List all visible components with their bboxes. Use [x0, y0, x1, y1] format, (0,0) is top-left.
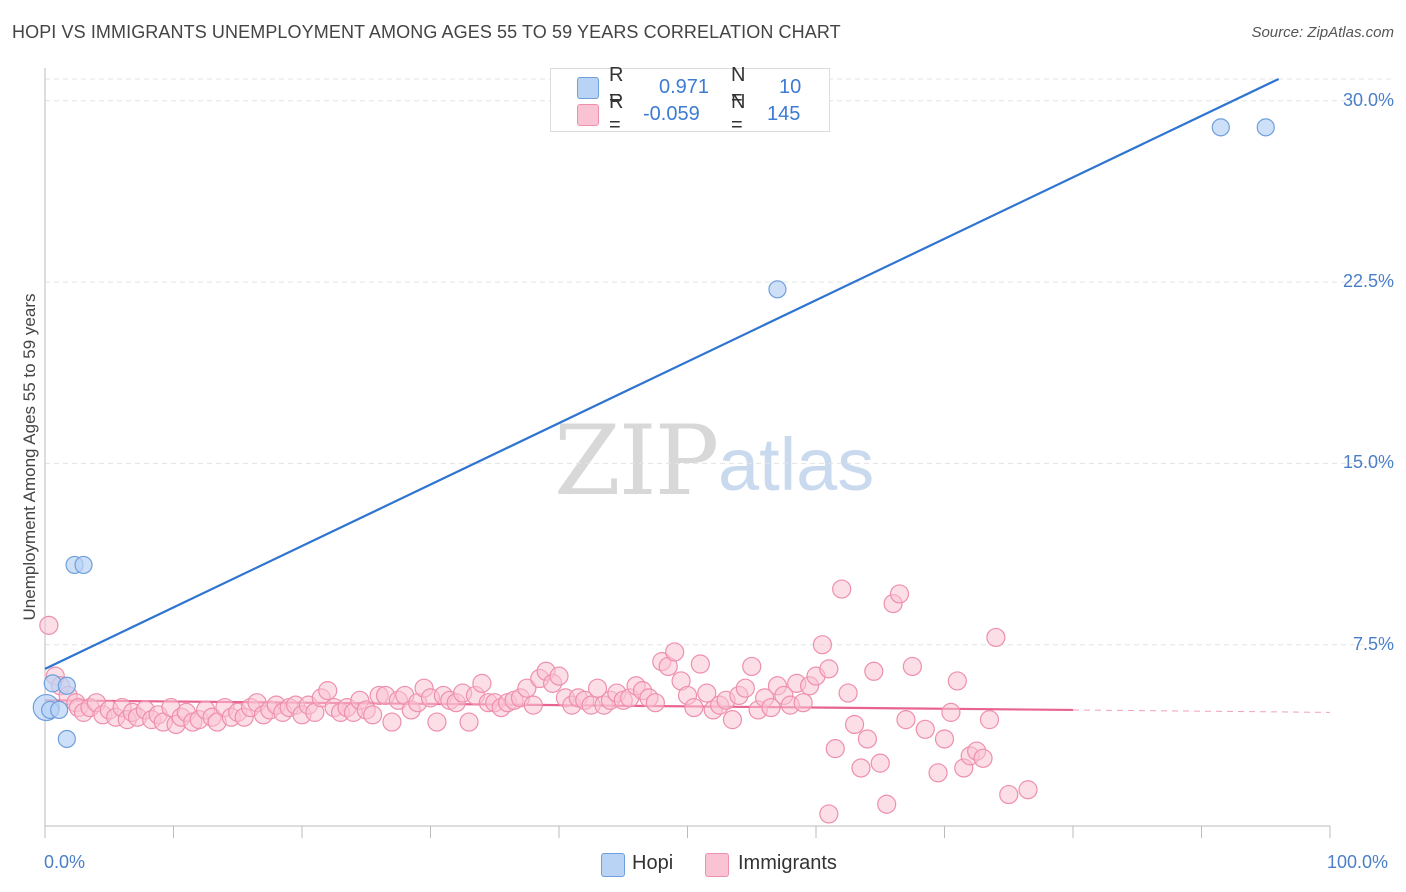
x-tick-label-min: 0.0%: [44, 852, 86, 872]
hopi-legend-swatch: [601, 853, 625, 877]
immigrants-trend-line: [44, 699, 1074, 712]
hopi-point: [74, 555, 93, 575]
hopi-point: [50, 700, 69, 720]
immigrants-point: [742, 656, 762, 677]
immigrants-point: [1018, 780, 1038, 800]
immigrants-point: [825, 739, 845, 759]
immigrants-point: [665, 642, 685, 662]
immigrants-point: [941, 702, 961, 722]
immigrants-point: [896, 710, 916, 730]
immigrants-points: [39, 579, 1038, 824]
immigrants-point: [819, 659, 839, 679]
y-tick-label: 7.5%: [1352, 633, 1394, 654]
immigrants-point: [722, 710, 743, 730]
immigrants-point: [844, 714, 865, 735]
x-tick-label-max: 100.0%: [1327, 852, 1389, 872]
y-tick-label: 30.0%: [1342, 89, 1394, 110]
watermark-atlas: atlas: [718, 423, 875, 506]
immigrants-point: [459, 712, 479, 732]
immigrants-point: [645, 693, 665, 713]
gridlines: [45, 78, 1392, 646]
chart-title: HOPI VS IMMIGRANTS UNEMPLOYMENT AMONG AG…: [12, 22, 841, 42]
immigrants-point: [851, 758, 871, 778]
immigrants-point: [735, 678, 755, 698]
immigrants-legend-label: Immigrants: [738, 852, 837, 874]
immigrants-point: [902, 656, 922, 677]
hopi-points: [32, 118, 1275, 749]
immigrants-point: [870, 753, 890, 773]
immigrants-n-value: 145: [767, 102, 801, 125]
immigrants-point: [549, 666, 569, 686]
immigrants-point: [427, 712, 447, 732]
immigrants-point: [864, 661, 884, 681]
y-axis-title: Unemployment Among Ages 55 to 59 years: [20, 293, 39, 621]
hopi-trend-line: [44, 78, 1280, 670]
immigrants-point: [934, 729, 955, 749]
hopi-legend-label: Hopi: [632, 852, 674, 874]
hopi-point: [1211, 118, 1230, 137]
immigrants-trend-line-extension: [1072, 709, 1331, 713]
trend-lines: [44, 78, 1331, 713]
immigrants-point: [697, 683, 717, 703]
hopi-point: [768, 280, 787, 299]
immigrants-point: [523, 695, 543, 715]
immigrants-swatch: [577, 104, 599, 126]
immigrants-n-label: N =: [731, 91, 746, 136]
hopi-n-value: 10: [779, 75, 802, 98]
immigrants-point: [889, 584, 910, 604]
immigrants-point: [812, 635, 833, 655]
immigrants-point: [877, 794, 897, 814]
immigrants-point: [979, 710, 1000, 730]
y-tick-label: 15.0%: [1342, 452, 1394, 473]
hopi-point: [1256, 118, 1275, 137]
immigrants-point: [999, 784, 1019, 805]
immigrants-point: [382, 712, 402, 732]
immigrants-point: [915, 719, 935, 739]
hopi-r-label: R =: [609, 64, 624, 109]
source-label: Source: ZipAtlas.com: [1251, 24, 1394, 41]
immigrants-legend-swatch: [705, 853, 729, 877]
immigrants-point: [761, 697, 781, 718]
immigrants-point: [472, 673, 492, 693]
immigrants-point: [947, 671, 967, 691]
immigrants-r-label: R =: [609, 91, 624, 136]
immigrants-point: [517, 678, 537, 698]
immigrants-point: [793, 693, 813, 713]
immigrants-point: [986, 627, 1006, 648]
hopi-n-label: N =: [731, 64, 746, 109]
watermark-zip: ZIP: [554, 405, 719, 517]
immigrants-point: [838, 683, 858, 703]
hopi-swatch: [577, 77, 599, 99]
immigrants-r-value: -0.059: [643, 102, 700, 125]
immigrants-point: [857, 729, 878, 749]
correlation-legend: R = 0.971 N = 10 R = -0.059 N = 145: [550, 64, 830, 136]
immigrants-point: [318, 681, 338, 701]
hopi-point: [57, 729, 76, 749]
immigrants-point: [832, 579, 852, 599]
immigrants-point: [363, 705, 383, 725]
immigrants-point: [587, 678, 608, 698]
immigrants-point: [39, 615, 59, 635]
y-tick-label: 22.5%: [1342, 271, 1394, 292]
immigrants-point: [819, 804, 839, 824]
immigrants-point: [973, 748, 993, 768]
immigrants-point: [928, 763, 948, 783]
immigrants-point: [684, 697, 704, 718]
hopi-point: [57, 676, 76, 695]
immigrants-point: [690, 654, 710, 674]
hopi-r-value: 0.971: [659, 75, 710, 98]
